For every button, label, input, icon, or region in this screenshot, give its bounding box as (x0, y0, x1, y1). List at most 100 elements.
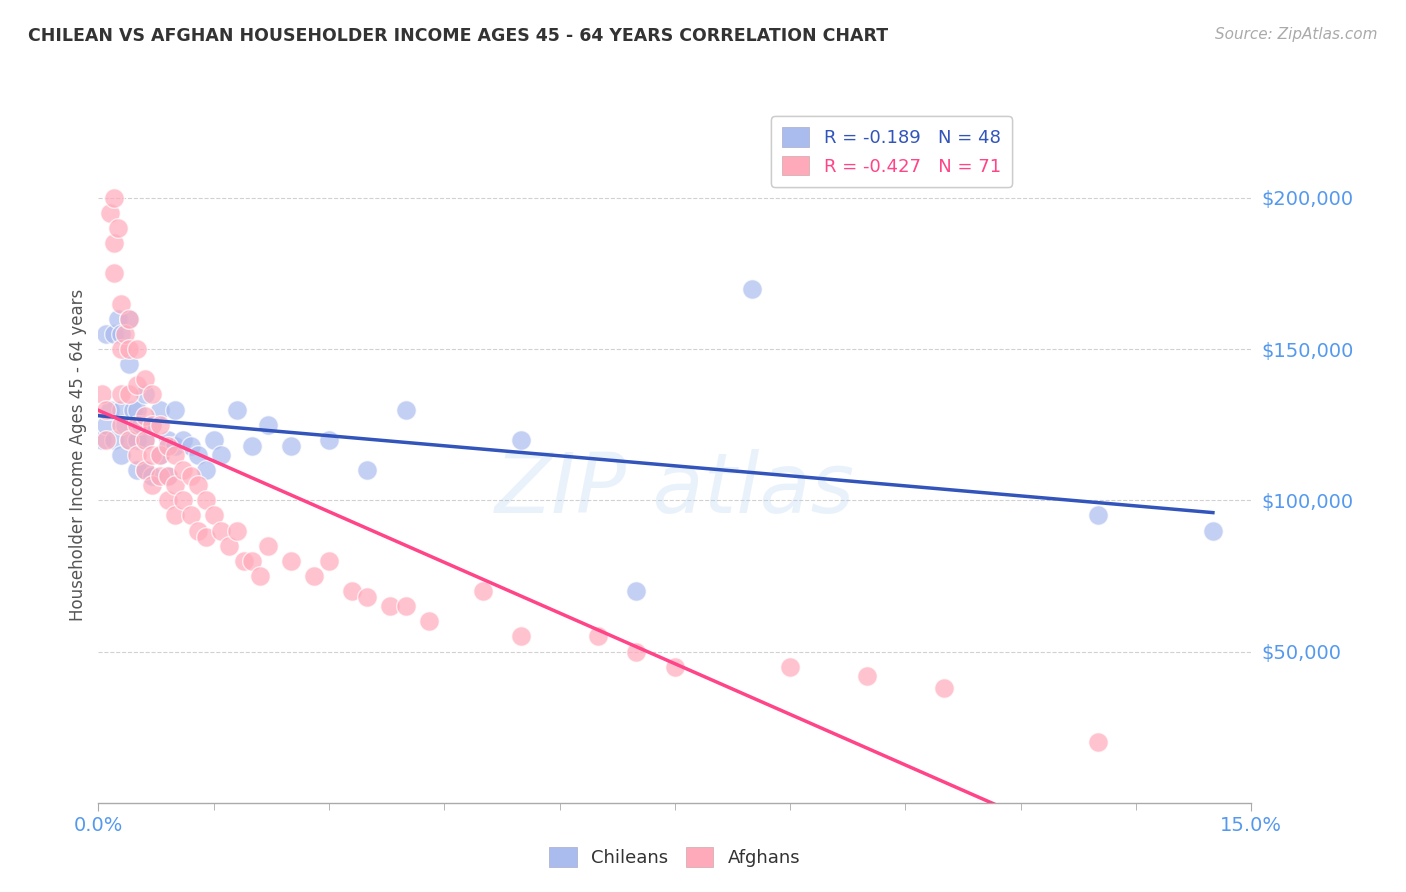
Point (118, 433, 141, 447)
Point (318, 554, 340, 568)
Point (172, 463, 194, 477)
Point (125, 342, 148, 356)
Point (165, 508, 187, 523)
Point (741, 281, 763, 295)
Point (156, 469, 179, 483)
Point (510, 433, 533, 447)
Point (172, 433, 194, 447)
Point (1202, 524, 1225, 538)
Point (280, 439, 302, 453)
Point (165, 402, 187, 417)
Point (110, 342, 132, 356)
Point (187, 524, 209, 538)
Point (180, 439, 202, 453)
Point (125, 417, 148, 432)
Point (125, 448, 148, 462)
Point (91, 433, 114, 447)
Point (141, 469, 163, 483)
Point (122, 402, 145, 417)
Y-axis label: Householder Income Ages 45 - 64 years: Householder Income Ages 45 - 64 years (69, 289, 87, 621)
Point (240, 439, 263, 453)
Point (149, 402, 172, 417)
Point (510, 629, 533, 643)
Point (141, 417, 163, 432)
Point (256, 417, 278, 432)
Point (134, 433, 156, 447)
Text: ZIP atlas: ZIP atlas (495, 450, 855, 530)
Point (125, 463, 148, 477)
Point (114, 417, 136, 432)
Point (356, 590, 378, 604)
Point (103, 191, 125, 205)
Point (225, 402, 247, 417)
Point (256, 539, 278, 553)
Point (209, 524, 232, 538)
Text: Source: ZipAtlas.com: Source: ZipAtlas.com (1215, 27, 1378, 42)
Point (134, 433, 156, 447)
Point (225, 524, 247, 538)
Point (141, 387, 163, 401)
Point (94, 402, 117, 417)
Point (134, 463, 156, 477)
Point (664, 659, 686, 673)
Point (110, 448, 132, 462)
Point (103, 236, 125, 251)
Point (91, 387, 114, 401)
Point (110, 417, 132, 432)
Point (209, 448, 232, 462)
Point (302, 569, 325, 583)
Point (125, 402, 148, 417)
Point (107, 311, 129, 326)
Point (129, 417, 152, 432)
Point (118, 387, 141, 401)
Point (195, 493, 218, 508)
Point (165, 448, 187, 462)
Point (1087, 508, 1109, 523)
Point (156, 493, 179, 508)
Point (149, 448, 172, 462)
Point (380, 599, 402, 614)
Point (149, 417, 172, 432)
Point (118, 357, 141, 371)
Point (98, 206, 121, 220)
Point (110, 402, 132, 417)
Point (118, 342, 141, 356)
Point (110, 296, 132, 310)
Point (134, 372, 156, 386)
Point (395, 402, 418, 417)
Point (586, 629, 609, 643)
Point (856, 669, 879, 683)
Point (218, 539, 240, 553)
Legend: R = -0.189   N = 48, R = -0.427   N = 71: R = -0.189 N = 48, R = -0.427 N = 71 (772, 116, 1012, 186)
Point (103, 433, 125, 447)
Point (195, 530, 218, 544)
Point (202, 508, 225, 523)
Point (1087, 735, 1109, 749)
Point (195, 463, 218, 477)
Point (110, 326, 132, 341)
Point (149, 448, 172, 462)
Point (932, 681, 955, 695)
Point (240, 554, 263, 568)
Point (395, 599, 418, 614)
Legend: Chileans, Afghans: Chileans, Afghans (543, 839, 807, 874)
Point (187, 448, 209, 462)
Point (318, 433, 340, 447)
Point (134, 463, 156, 477)
Point (134, 409, 156, 423)
Point (114, 326, 136, 341)
Point (94, 433, 117, 447)
Point (118, 433, 141, 447)
Point (779, 659, 801, 673)
Point (103, 326, 125, 341)
Point (125, 378, 148, 392)
Point (118, 311, 141, 326)
Point (187, 478, 209, 492)
Point (156, 433, 179, 447)
Point (110, 387, 132, 401)
Point (340, 584, 363, 599)
Point (94, 417, 117, 432)
Point (103, 267, 125, 281)
Point (98, 402, 121, 417)
Point (141, 478, 163, 492)
